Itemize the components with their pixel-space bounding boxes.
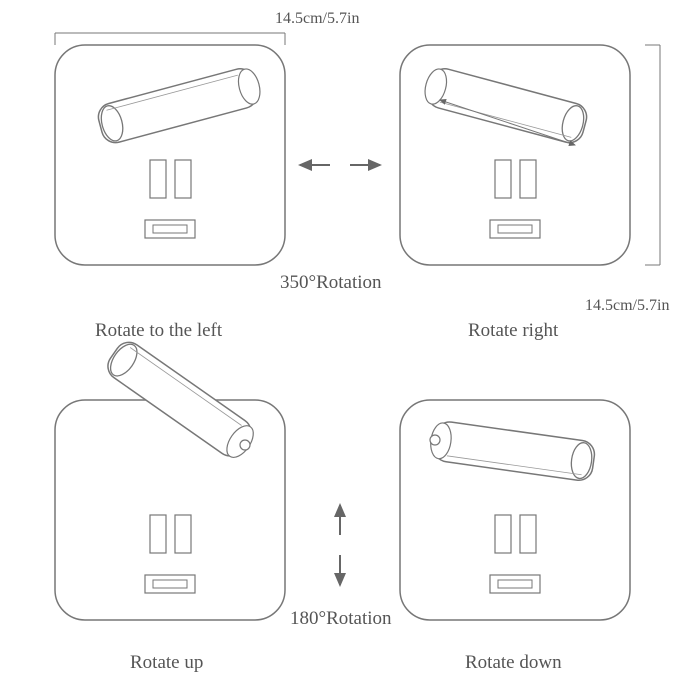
- height-dimension: [645, 45, 660, 265]
- panel-top-right: [400, 45, 630, 265]
- diagram-svg: [0, 0, 700, 700]
- panel-bottom-right: [400, 400, 630, 620]
- panel-top-left: [55, 45, 285, 265]
- width-dimension: [55, 33, 285, 45]
- diagram-canvas: 14.5cm/5.7in 10.5cm/4.13in 14.5cm/5.7in …: [0, 0, 700, 700]
- panel-bottom-left: [55, 337, 285, 620]
